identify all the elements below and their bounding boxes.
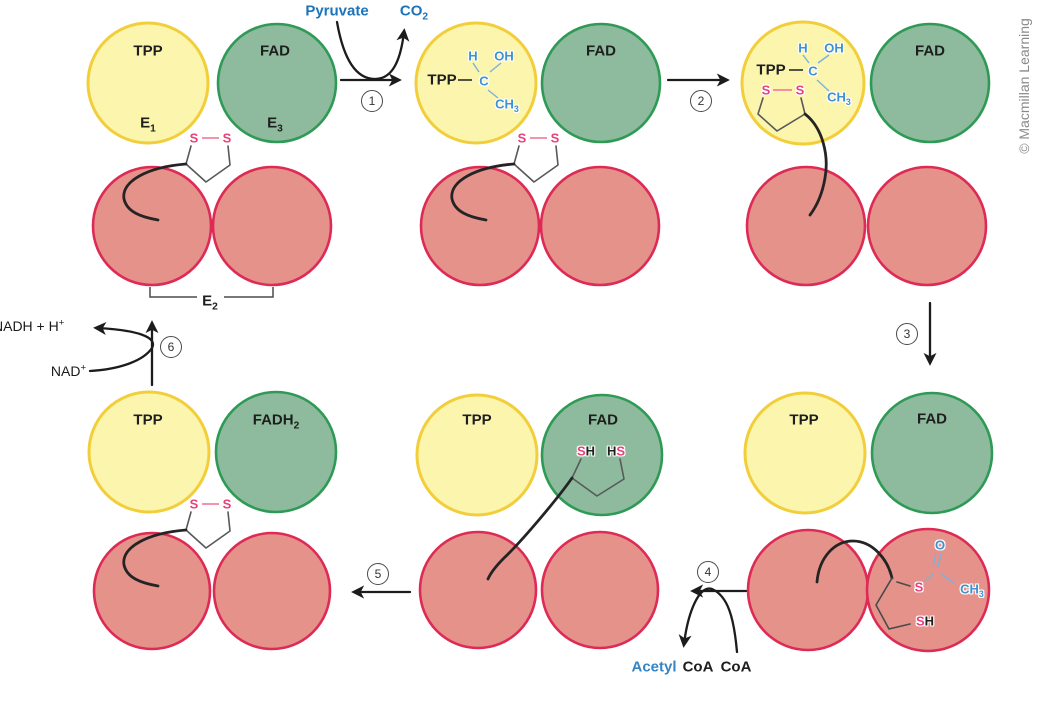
step2-badge: 2: [690, 90, 712, 112]
sulfur-label: S: [222, 130, 232, 146]
tpp-label-panel2: TPP: [427, 71, 457, 89]
e3-circle-panel1: [216, 22, 338, 144]
panel2-circles: [414, 21, 662, 287]
nad-label: NAD+: [50, 362, 86, 379]
h-atom-label: H: [798, 40, 808, 56]
ch3-group-label: CH3: [495, 96, 519, 115]
coa-label: CoA: [682, 658, 714, 676]
lipoamide-panel1: [122, 137, 231, 222]
nad-nadh-curve-arrow: [88, 321, 155, 373]
sulfur-label: S: [517, 130, 527, 146]
e1-circle-panel5: [415, 393, 539, 517]
pyruvate-label: Pyruvate: [305, 2, 369, 20]
sh-group-label: SH: [915, 613, 935, 629]
e2-circle-right-panel4: [212, 531, 332, 651]
coa-label: CoA: [720, 658, 752, 676]
e1-circle-panel6: [743, 391, 867, 515]
oh-group-label: OH: [494, 48, 514, 64]
e2-circle-right-panel2: [539, 165, 661, 287]
sulfur-label: S: [189, 496, 199, 512]
reaction-arrows: [88, 20, 937, 654]
h-atom-label: H: [468, 48, 478, 64]
e3-circle-panel3: [869, 22, 991, 144]
lipoamide-panel4: [122, 503, 231, 588]
pyruvate-co2-curve-arrow: [335, 20, 410, 81]
e3-circle-panel4: [214, 390, 338, 514]
sulfur-label: S: [761, 82, 771, 98]
e2-circle-right-panel3: [866, 165, 988, 287]
sulfur-label: S: [222, 496, 232, 512]
tpp-label-panel5: TPP: [462, 411, 492, 429]
e2-circle-left-panel6: [746, 528, 870, 652]
e1-circle-panel3: [740, 20, 866, 146]
fad-label-panel6: FAD: [917, 410, 947, 428]
ch3-group-label: CH3: [827, 89, 851, 108]
fad-label-panel2: FAD: [586, 42, 616, 60]
e1-circle-panel4: [87, 390, 211, 514]
copyright-text: © Macmillan Learning: [1016, 18, 1032, 154]
hydroxyethyl-bonds-panel3: [789, 54, 830, 92]
e3-label: E3: [267, 114, 283, 135]
hs-group-label: HS: [606, 443, 626, 459]
panel6-circles: [743, 391, 994, 653]
step6-badge: 6: [160, 336, 182, 358]
lipoamide-panel5: [486, 458, 625, 581]
sulfur-label: S: [795, 82, 805, 98]
e2-circle-left-panel5: [418, 530, 538, 650]
tpp-label-panel4: TPP: [133, 411, 163, 429]
panel5-circles: [415, 393, 664, 650]
e2-circle-right-panel6: [865, 527, 991, 653]
e2-circle-left-panel4: [92, 531, 212, 651]
sh-group-label: SH: [576, 443, 596, 459]
co2-label: CO2: [399, 2, 429, 23]
acetyl-lipoamide-panel6: [815, 539, 955, 630]
fad-label-panel5: FAD: [588, 411, 618, 429]
sulfur-label: S: [914, 579, 924, 595]
c-atom-label: C: [808, 63, 818, 79]
e3-circle-panel2: [540, 22, 662, 144]
ch3-group-label: CH3: [960, 581, 984, 600]
e1-circle-panel2: [414, 21, 538, 145]
step4-badge: 4: [697, 561, 719, 583]
tpp-label-panel3: TPP: [756, 61, 786, 79]
e2-circle-left-panel3: [745, 165, 867, 287]
e2-label: E2: [202, 292, 218, 313]
o-atom-label: O: [934, 537, 946, 553]
nadh-label: NADH + H+: [0, 317, 65, 334]
e2-circle-left-panel1: [91, 165, 213, 287]
e2-circle-left-panel2: [419, 165, 541, 287]
fad-label-panel1: FAD: [260, 42, 290, 60]
acetyl-label: Acetyl: [631, 658, 677, 676]
step1-badge: 1: [361, 90, 383, 112]
step5-badge: 5: [367, 563, 389, 585]
tpp-label-panel6: TPP: [789, 411, 819, 429]
coa-acetylcoa-curve-arrow: [678, 587, 739, 654]
c-atom-label: C: [479, 73, 489, 89]
fadh2-label: FADH2: [252, 411, 300, 432]
lipoamide-panel3: [757, 89, 828, 217]
lipoamide-panel2: [450, 137, 559, 222]
e2-circle-right-panel1: [211, 165, 333, 287]
tpp-label-panel1: TPP: [133, 42, 163, 60]
e1-label: E1: [140, 114, 156, 135]
hydroxyethyl-bonds-panel2: [458, 62, 502, 99]
panel1-circles: [86, 21, 338, 287]
oh-group-label: OH: [824, 40, 844, 56]
sulfur-label: S: [189, 130, 199, 146]
e2-circle-right-panel5: [540, 530, 660, 650]
step3-badge: 3: [896, 323, 918, 345]
panel3-circles: [740, 20, 991, 287]
e1-circle-panel1: [86, 21, 210, 145]
sulfur-label: S: [550, 130, 560, 146]
e3-circle-panel6: [870, 391, 994, 515]
e3-circle-panel5: [540, 393, 664, 517]
e2-bracket: [149, 287, 274, 298]
fad-label-panel3: FAD: [915, 42, 945, 60]
